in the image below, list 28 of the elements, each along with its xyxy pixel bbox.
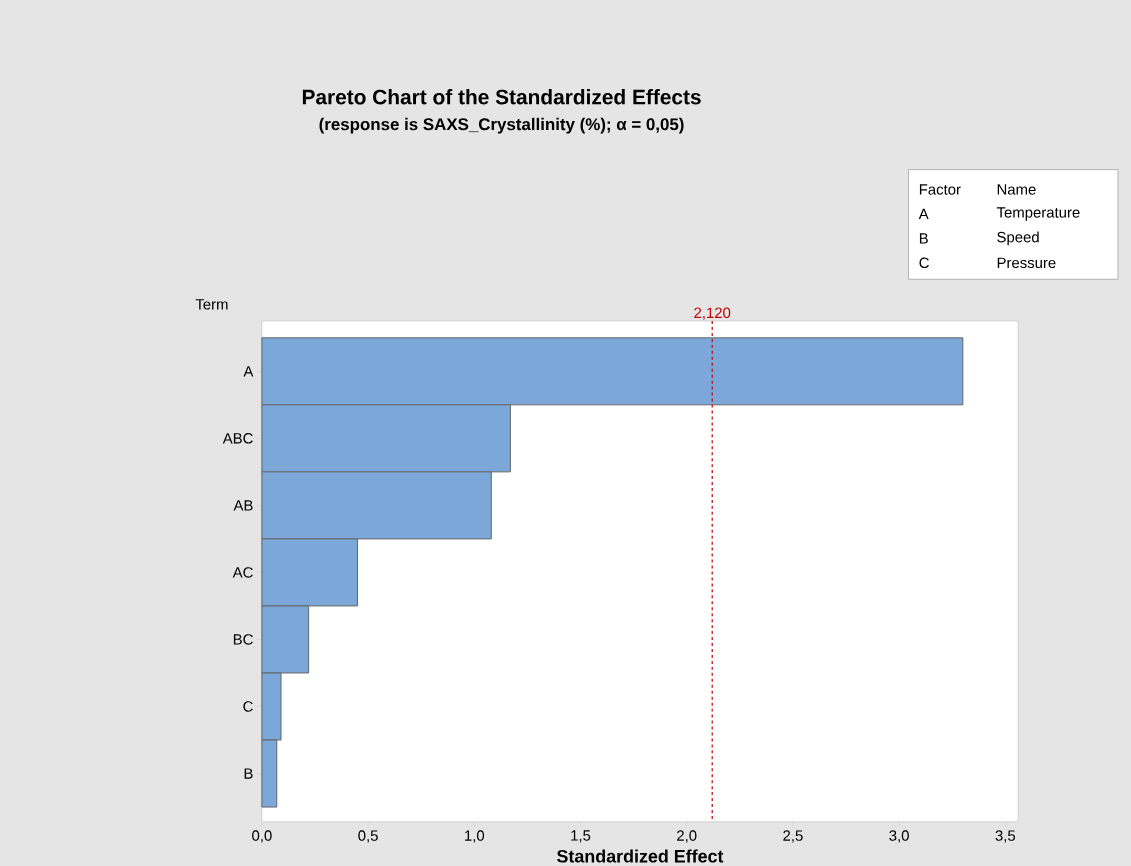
- text: Name: [997, 184, 1036, 195]
- text: C: [919, 257, 929, 269]
- x-tick-label: 1,5: [571, 830, 591, 843]
- y-tick-label: B: [244, 768, 253, 779]
- text: Speed: [997, 231, 1039, 246]
- text: B: [919, 233, 928, 244]
- chart-subtitle: (response is SAXS_Crystallinity (%); α = 0,05): [319, 117, 684, 134]
- text: Factor: [919, 184, 961, 195]
- text: A: [918, 208, 929, 220]
- x-axis-title: Standardized Effect: [557, 849, 724, 863]
- y-tick-label: ABC: [222, 433, 253, 444]
- ref-line-label: 2,120: [694, 307, 731, 320]
- y-tick-label: AC: [232, 567, 253, 578]
- chart-title: Pareto Chart of the Standardized Effects: [302, 89, 701, 105]
- y-tick-label: AB: [233, 500, 253, 511]
- x-tick-label: 2,5: [783, 830, 803, 843]
- y-tick-label: A: [243, 366, 254, 377]
- y-tick-label: BC: [233, 634, 253, 645]
- x-tick-label: 0,0: [252, 830, 272, 843]
- y-tick-label: C: [243, 701, 253, 712]
- text: Pressure: [997, 257, 1056, 269]
- text: Temperature: [996, 207, 1080, 221]
- x-tick-label: 1,0: [465, 830, 485, 843]
- x-tick-label: 2,0: [677, 830, 697, 843]
- x-tick-label: 3,0: [889, 830, 909, 843]
- x-tick-label: 0,5: [358, 830, 378, 843]
- y-axis-title: Term: [195, 299, 228, 310]
- x-tick-label: 3,5: [995, 830, 1016, 843]
